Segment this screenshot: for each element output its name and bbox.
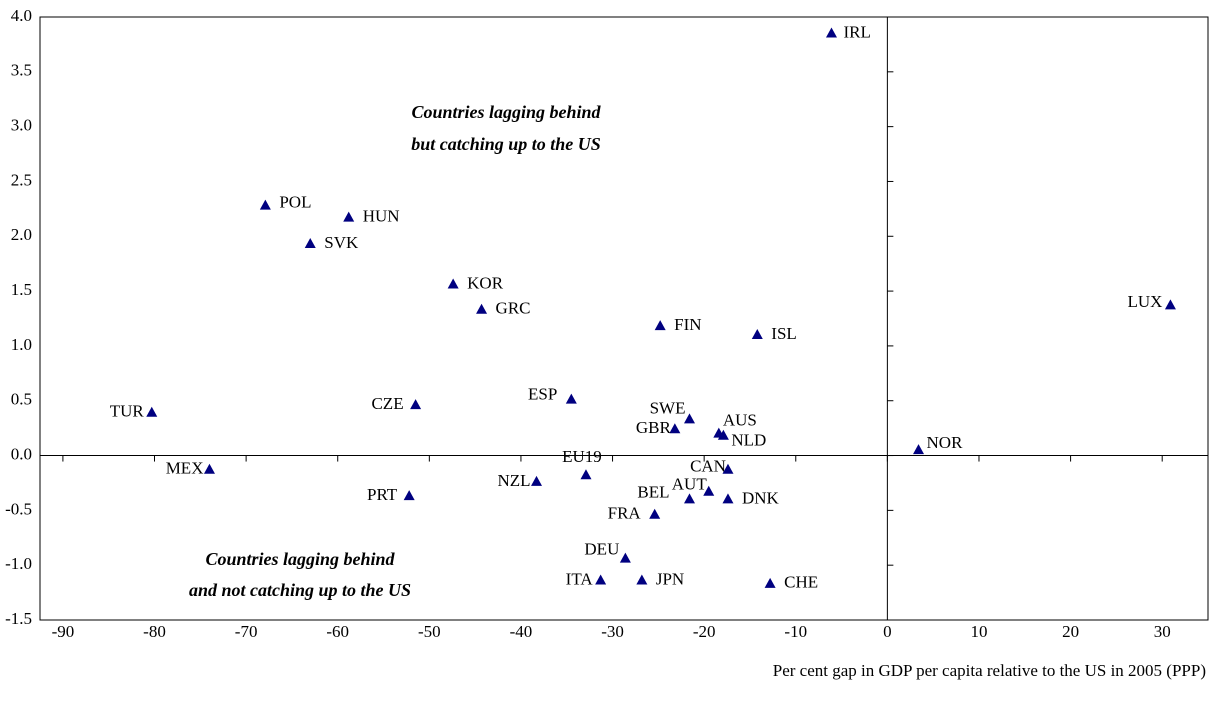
point xyxy=(531,475,543,486)
x-tick-label: -20 xyxy=(693,622,716,641)
x-tick-label: -60 xyxy=(326,622,349,641)
point xyxy=(619,552,631,563)
point xyxy=(722,493,734,504)
point-label: ESP xyxy=(528,385,557,404)
x-tick-label: -70 xyxy=(235,622,258,641)
point xyxy=(913,444,925,455)
point-label: GRC xyxy=(496,299,531,318)
point xyxy=(1164,299,1176,310)
point xyxy=(447,278,459,289)
point-label: FIN xyxy=(674,315,701,334)
point xyxy=(343,211,355,222)
point xyxy=(595,574,607,585)
point-label: CAN xyxy=(690,457,726,476)
y-tick-label: 4.0 xyxy=(11,6,32,25)
point-label: NOR xyxy=(927,433,964,452)
point-label: DNK xyxy=(742,488,780,507)
x-tick-label: -10 xyxy=(784,622,807,641)
point xyxy=(703,485,715,496)
point-label: ITA xyxy=(566,569,594,588)
point-label: IRL xyxy=(843,22,870,41)
point-label: MEX xyxy=(166,459,204,478)
x-tick-label: -80 xyxy=(143,622,166,641)
point xyxy=(669,423,681,434)
point xyxy=(580,469,592,480)
x-tick-label: -90 xyxy=(52,622,75,641)
point-label: EU19 xyxy=(562,447,602,466)
y-tick-label: 2.5 xyxy=(11,170,32,189)
point-label: NZL xyxy=(497,471,530,490)
point xyxy=(649,508,661,519)
point-label: PRT xyxy=(367,485,398,504)
point-label: DEU xyxy=(584,540,619,559)
annotation: Countries lagging behind xyxy=(411,102,601,122)
point xyxy=(476,303,488,314)
point-label: BEL xyxy=(637,482,669,501)
plot-frame xyxy=(39,16,1209,621)
y-tick-label: 3.0 xyxy=(11,116,32,135)
point-label: CZE xyxy=(371,394,403,413)
y-tick-label: 3.5 xyxy=(11,61,32,80)
point xyxy=(654,320,666,331)
point xyxy=(764,577,776,588)
point-label: CHE xyxy=(784,573,818,592)
point xyxy=(203,463,215,474)
point xyxy=(636,574,648,585)
point-label: ISL xyxy=(771,324,797,343)
point xyxy=(722,463,734,474)
x-tick-label: -50 xyxy=(418,622,441,641)
annotation: Countries lagging behind xyxy=(205,549,395,569)
y-tick-label: 0.5 xyxy=(11,390,32,409)
point xyxy=(259,199,271,210)
x-tick-label: -40 xyxy=(510,622,533,641)
y-tick-label: -1.5 xyxy=(5,609,32,628)
point-label: JPN xyxy=(656,569,684,588)
point xyxy=(304,237,316,248)
point-label: POL xyxy=(279,192,311,211)
point-label: AUT xyxy=(672,475,708,494)
point xyxy=(683,493,695,504)
point xyxy=(717,429,729,440)
y-tick-label: 0.0 xyxy=(11,444,32,463)
point-label: HUN xyxy=(363,207,400,226)
point-label: KOR xyxy=(467,273,504,292)
y-tick-label: -0.5 xyxy=(5,499,32,518)
point-label: FRA xyxy=(608,504,642,523)
point xyxy=(403,490,415,501)
point xyxy=(565,393,577,404)
y-tick-label: 2.0 xyxy=(11,225,32,244)
point xyxy=(410,399,422,410)
annotation: and not catching up to the US xyxy=(189,580,411,600)
point-label: SVK xyxy=(324,233,359,252)
x-axis-label: Per cent gap in GDP per capita relative … xyxy=(773,661,1206,680)
point-label: AUS xyxy=(723,411,757,430)
point xyxy=(825,27,837,38)
x-tick-label: 20 xyxy=(1062,622,1079,641)
point xyxy=(683,413,695,424)
y-tick-label: 1.0 xyxy=(11,335,32,354)
point-label: SWE xyxy=(650,398,686,417)
point-label: NLD xyxy=(731,431,766,450)
point-label: TUR xyxy=(110,402,145,421)
x-tick-label: 0 xyxy=(883,622,892,641)
x-tick-label: -30 xyxy=(601,622,624,641)
point-label: LUX xyxy=(1127,292,1162,311)
point-label: GBR xyxy=(636,418,672,437)
x-tick-label: 30 xyxy=(1154,622,1171,641)
annotation: but catching up to the US xyxy=(411,134,601,154)
point xyxy=(751,328,763,339)
point xyxy=(146,406,158,417)
x-tick-label: 10 xyxy=(970,622,987,641)
y-tick-label: 1.5 xyxy=(11,280,32,299)
y-tick-label: -1.0 xyxy=(5,554,32,573)
